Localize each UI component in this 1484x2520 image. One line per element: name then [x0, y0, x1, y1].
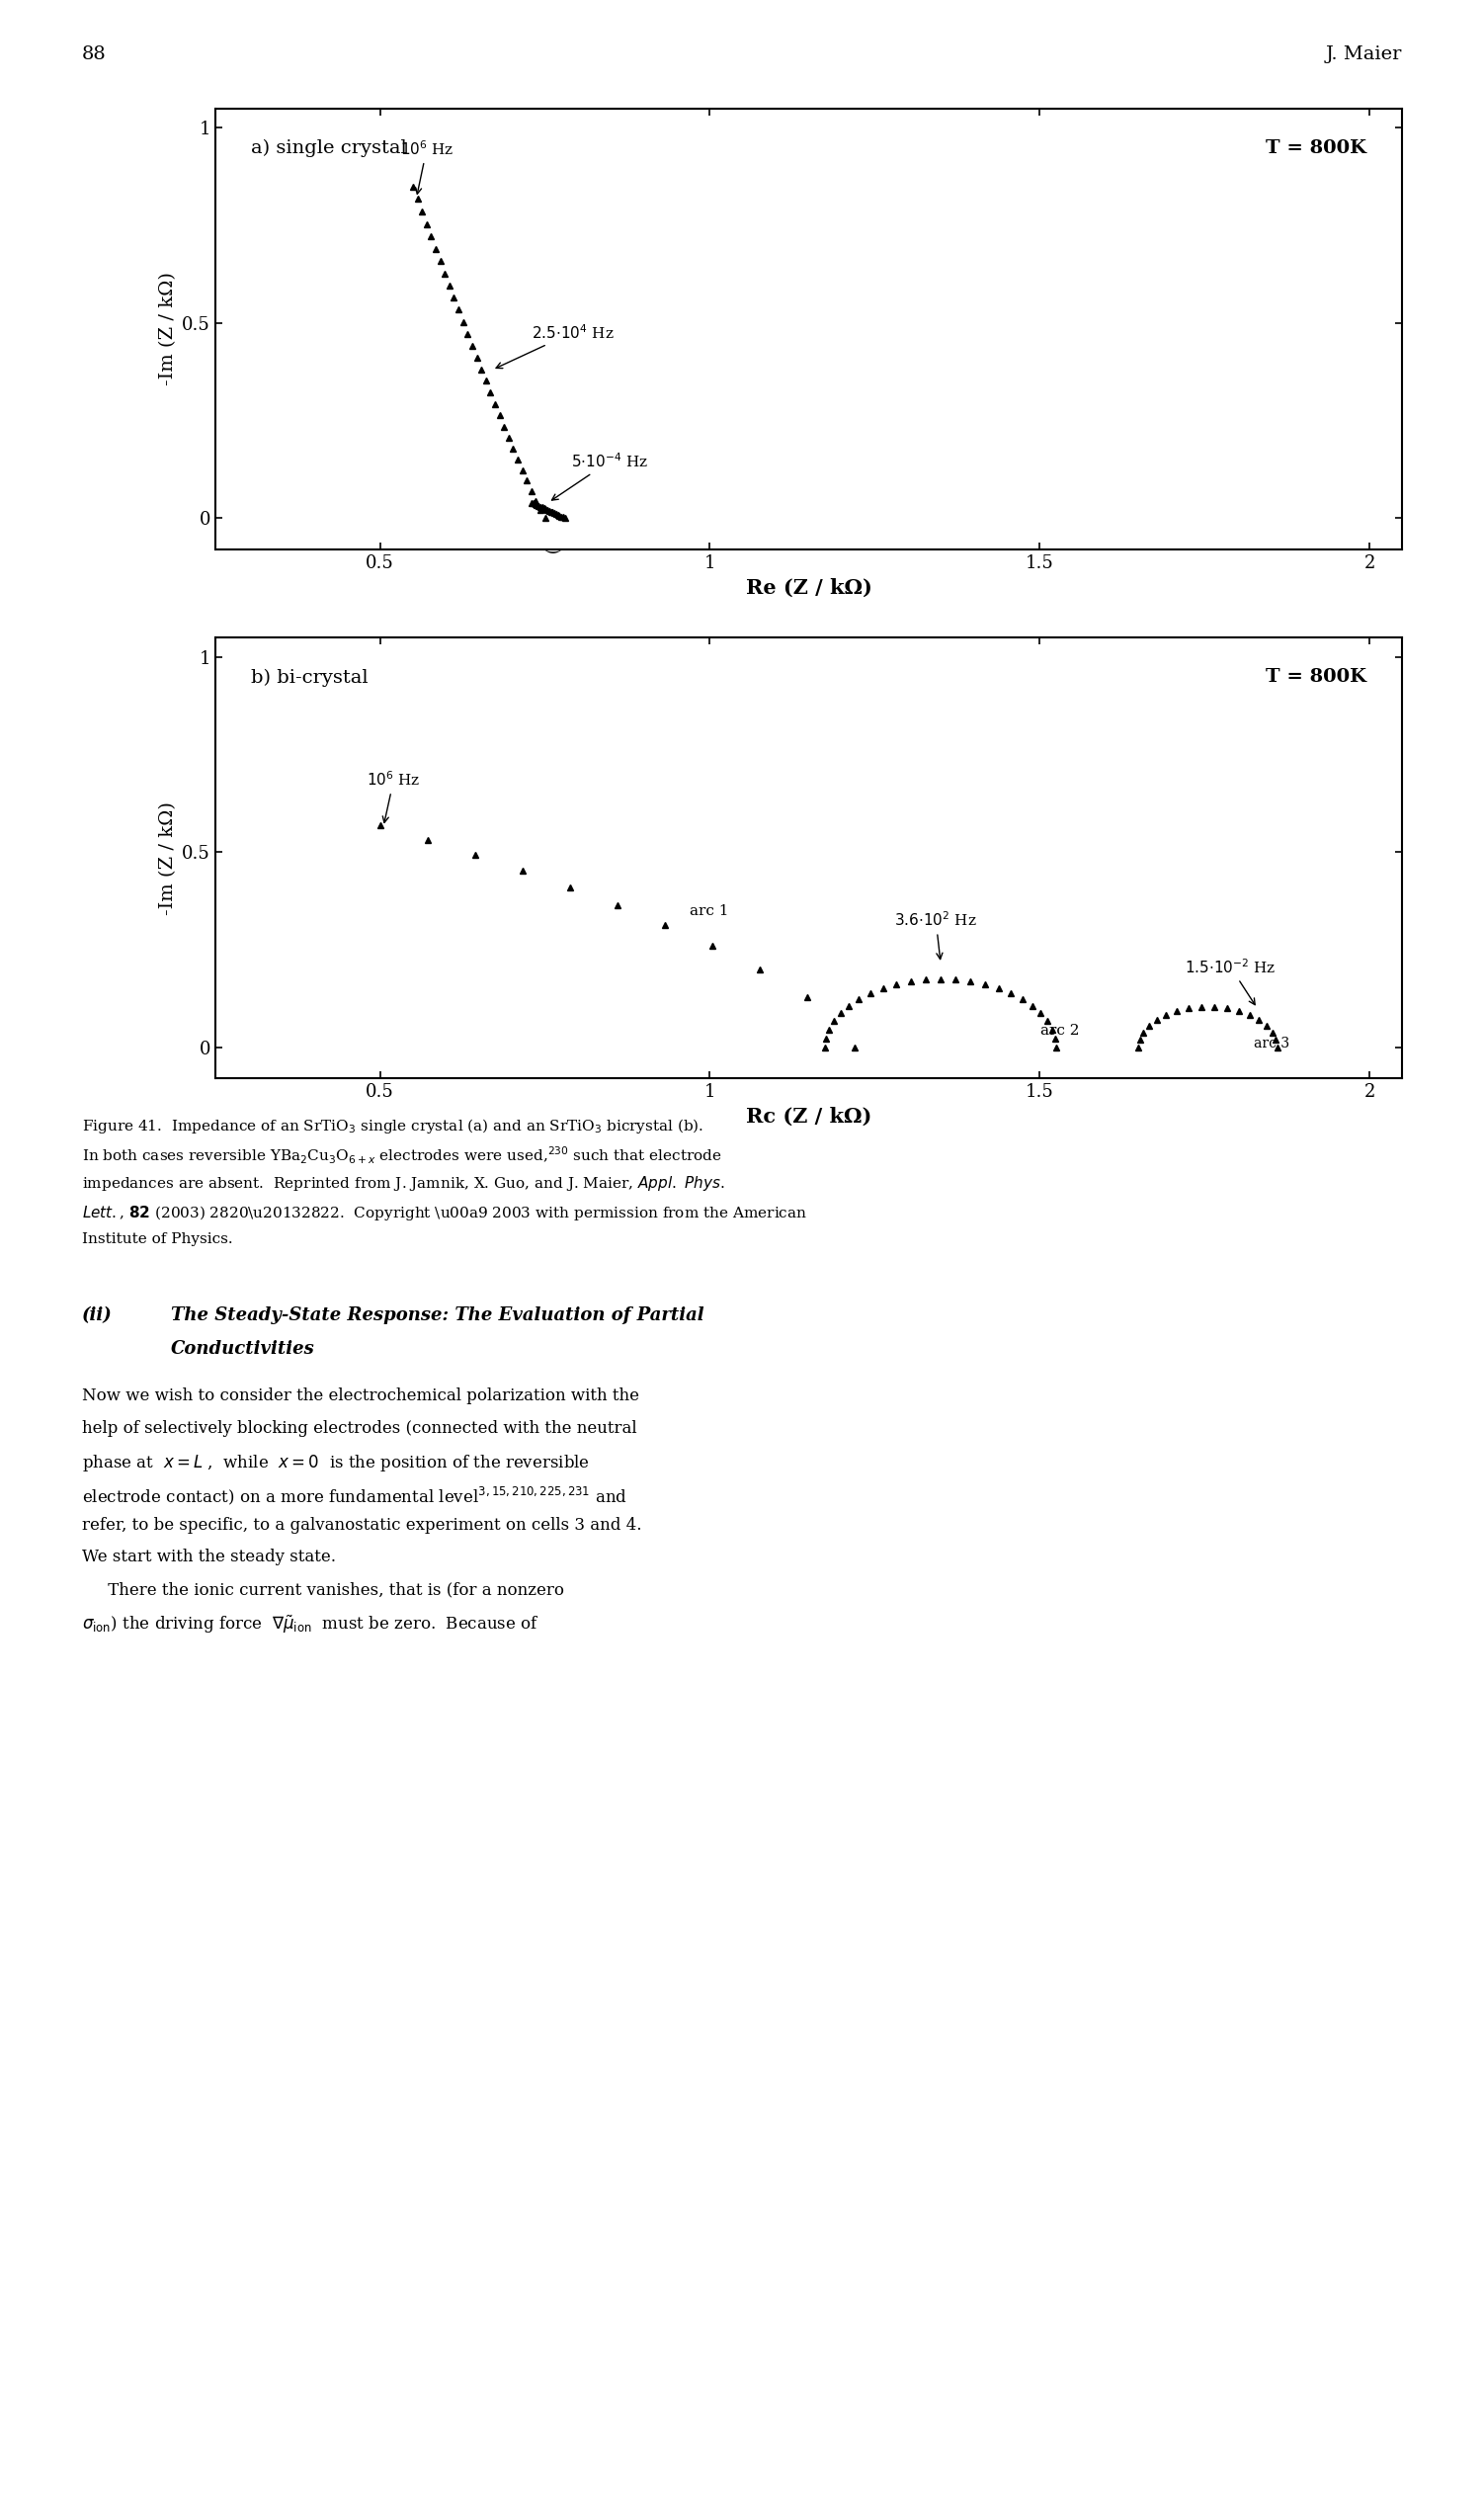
Text: $\smile$: $\smile$ [539, 539, 564, 559]
Text: $2.5{\cdot}10^4$ Hz: $2.5{\cdot}10^4$ Hz [496, 323, 614, 368]
Text: arc 2: arc 2 [1040, 1023, 1079, 1038]
Text: arc 1: arc 1 [690, 905, 729, 917]
Text: (ii): (ii) [82, 1305, 111, 1326]
X-axis label: Re (Z / kΩ): Re (Z / kΩ) [745, 577, 873, 597]
Text: We start with the steady state.: We start with the steady state. [82, 1550, 335, 1565]
Text: Figure 41.  Impedance of an SrTiO$_3$ single crystal (a) and an SrTiO$_3$ bicrys: Figure 41. Impedance of an SrTiO$_3$ sin… [82, 1116, 703, 1134]
Text: phase at  $x = L$ ,  while  $x = 0$  is the position of the reversible: phase at $x = L$ , while $x = 0$ is the … [82, 1452, 589, 1474]
Text: help of selectively blocking electrodes (connected with the neutral: help of selectively blocking electrodes … [82, 1421, 637, 1436]
Text: refer, to be specific, to a galvanostatic experiment on cells 3 and 4.: refer, to be specific, to a galvanostati… [82, 1517, 641, 1535]
Text: arc 3: arc 3 [1254, 1036, 1290, 1051]
Text: impedances are absent.  Reprinted from J. Jamnik, X. Guo, and J. Maier, $\it{App: impedances are absent. Reprinted from J.… [82, 1174, 724, 1192]
Y-axis label: -Im (Z / kΩ): -Im (Z / kΩ) [159, 801, 177, 915]
Text: T = 800K: T = 800K [1266, 668, 1367, 685]
Text: a) single crystal: a) single crystal [251, 139, 407, 156]
Text: electrode contact) on a more fundamental level$^{3,15,210,225,231}$ and: electrode contact) on a more fundamental… [82, 1484, 626, 1507]
Text: $10^6$ Hz: $10^6$ Hz [367, 771, 420, 822]
Text: $10^6$ Hz: $10^6$ Hz [399, 139, 454, 194]
Text: $3.6{\cdot}10^2$ Hz: $3.6{\cdot}10^2$ Hz [895, 910, 976, 960]
Text: $1.5{\cdot}10^{-2}$ Hz: $1.5{\cdot}10^{-2}$ Hz [1184, 958, 1276, 1005]
Text: There the ionic current vanishes, that is (for a nonzero: There the ionic current vanishes, that i… [82, 1583, 564, 1598]
X-axis label: Rc (Z / kΩ): Rc (Z / kΩ) [746, 1106, 871, 1126]
Text: Now we wish to consider the electrochemical polarization with the: Now we wish to consider the electrochemi… [82, 1389, 638, 1404]
Text: Conductivities: Conductivities [171, 1341, 315, 1358]
Text: 88: 88 [82, 45, 105, 63]
Text: $5{\cdot}10^{-4}$ Hz: $5{\cdot}10^{-4}$ Hz [552, 451, 649, 499]
Text: Institute of Physics.: Institute of Physics. [82, 1232, 233, 1245]
Text: J. Maier: J. Maier [1325, 45, 1402, 63]
Text: $\it{Lett.}$, $\bf{82}$ (2003) 2820\u20132822.  Copyright \u00a9 2003 with permi: $\it{Lett.}$, $\bf{82}$ (2003) 2820\u201… [82, 1202, 807, 1222]
Text: b) bi-crystal: b) bi-crystal [251, 668, 368, 685]
Y-axis label: -Im (Z / kΩ): -Im (Z / kΩ) [159, 272, 177, 386]
Text: The Steady-State Response: The Evaluation of Partial: The Steady-State Response: The Evaluatio… [171, 1305, 703, 1326]
Text: $\sigma_{\mathrm{ion}}$) the driving force  $\nabla\tilde{\mu}_{\mathrm{ion}}$  : $\sigma_{\mathrm{ion}}$) the driving for… [82, 1613, 539, 1635]
Text: In both cases reversible YBa$_2$Cu$_3$O$_{6+x}$ electrodes were used,$^{230}$ su: In both cases reversible YBa$_2$Cu$_3$O$… [82, 1144, 721, 1167]
Text: T = 800K: T = 800K [1266, 139, 1367, 156]
